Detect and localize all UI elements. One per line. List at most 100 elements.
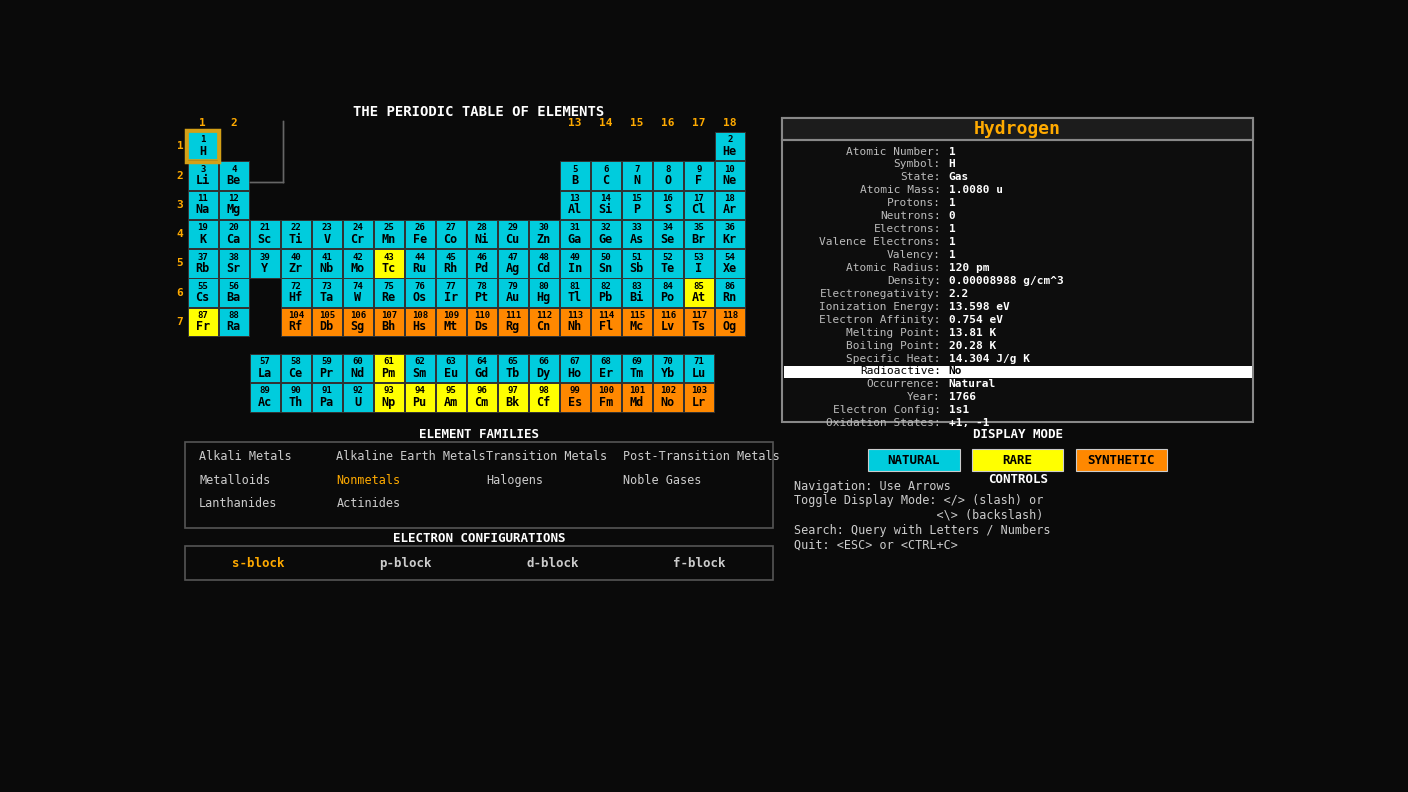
Text: 68: 68: [600, 357, 611, 366]
Bar: [466, 278, 497, 307]
Text: Symbol:: Symbol:: [894, 159, 941, 169]
Text: ELECTRON CONFIGURATIONS: ELECTRON CONFIGURATIONS: [393, 532, 565, 545]
Text: 32: 32: [600, 223, 611, 232]
Bar: [404, 278, 435, 307]
Text: THE PERIODIC TABLE OF ELEMENTS: THE PERIODIC TABLE OF ELEMENTS: [352, 105, 604, 119]
Text: Gd: Gd: [474, 367, 489, 379]
Bar: [972, 449, 1063, 470]
Text: Nd: Nd: [351, 367, 365, 379]
Bar: [1076, 449, 1167, 470]
Text: Mn: Mn: [382, 233, 396, 246]
Text: Noble Gases: Noble Gases: [624, 474, 701, 486]
Bar: [435, 354, 466, 383]
Text: 30: 30: [538, 223, 549, 232]
Text: f-block: f-block: [673, 557, 725, 569]
Text: 111: 111: [504, 311, 521, 320]
Bar: [466, 354, 497, 383]
Text: Alkaline Earth Metals: Alkaline Earth Metals: [337, 451, 486, 463]
Bar: [621, 278, 652, 307]
Bar: [528, 249, 559, 277]
Bar: [559, 219, 590, 248]
Text: 67: 67: [569, 357, 580, 366]
Text: 3: 3: [200, 165, 206, 173]
Text: Actinides: Actinides: [337, 497, 400, 509]
Text: 100: 100: [597, 386, 614, 395]
Bar: [684, 162, 714, 190]
Text: 1s1: 1s1: [949, 406, 969, 415]
Text: 1.0080 u: 1.0080 u: [949, 185, 1002, 196]
Text: 110: 110: [473, 311, 490, 320]
Text: 84: 84: [662, 282, 673, 291]
Text: Search: Query with Letters / Numbers: Search: Query with Letters / Numbers: [794, 524, 1050, 537]
Bar: [497, 383, 528, 412]
Bar: [528, 354, 559, 383]
Text: Occurrence:: Occurrence:: [867, 379, 941, 390]
Text: +1, -1: +1, -1: [949, 418, 990, 428]
Text: 35: 35: [693, 223, 704, 232]
Bar: [781, 118, 1253, 139]
Text: He: He: [722, 145, 736, 158]
Text: Fe: Fe: [413, 233, 427, 246]
Bar: [435, 219, 466, 248]
Text: 13: 13: [569, 194, 580, 203]
Text: Cf: Cf: [536, 396, 551, 409]
Bar: [404, 354, 435, 383]
Bar: [528, 383, 559, 412]
Text: In: In: [567, 262, 582, 275]
Text: Th: Th: [289, 396, 303, 409]
Text: 76: 76: [414, 282, 425, 291]
Text: 15: 15: [631, 194, 642, 203]
Text: P: P: [634, 204, 641, 216]
Text: Ar: Ar: [722, 204, 736, 216]
Text: 93: 93: [383, 386, 394, 395]
Text: 22: 22: [290, 223, 301, 232]
Text: Po: Po: [660, 291, 674, 304]
Text: 1: 1: [949, 237, 956, 247]
Bar: [187, 278, 218, 307]
Bar: [187, 249, 218, 277]
Text: 73: 73: [321, 282, 332, 291]
Text: 2: 2: [231, 118, 237, 128]
Text: 70: 70: [662, 357, 673, 366]
Text: Sc: Sc: [258, 233, 272, 246]
Text: 80: 80: [538, 282, 549, 291]
Text: Transition Metals: Transition Metals: [486, 451, 607, 463]
Text: 89: 89: [259, 386, 270, 395]
Bar: [590, 278, 621, 307]
Text: 21: 21: [259, 223, 270, 232]
Bar: [249, 383, 280, 412]
Text: 5: 5: [572, 165, 577, 173]
Text: DISPLAY MODE: DISPLAY MODE: [973, 428, 1063, 441]
Text: Hydrogen: Hydrogen: [974, 120, 1062, 138]
Text: Rg: Rg: [505, 321, 520, 333]
Text: Toggle Display Mode: </> (slash) or: Toggle Display Mode: </> (slash) or: [794, 494, 1043, 508]
Text: Ts: Ts: [691, 321, 705, 333]
Text: 9: 9: [696, 165, 701, 173]
Text: 112: 112: [535, 311, 552, 320]
Text: RARE: RARE: [1002, 454, 1032, 466]
Text: Si: Si: [598, 204, 612, 216]
Text: 4: 4: [231, 165, 237, 173]
Text: 36: 36: [724, 223, 735, 232]
Bar: [621, 383, 652, 412]
Text: 52: 52: [662, 253, 673, 261]
Bar: [435, 383, 466, 412]
Bar: [280, 278, 311, 307]
Text: Atomic Mass:: Atomic Mass:: [860, 185, 941, 196]
Text: Eu: Eu: [444, 367, 458, 379]
Text: S: S: [665, 204, 672, 216]
Bar: [280, 383, 311, 412]
Bar: [559, 383, 590, 412]
Text: Nh: Nh: [567, 321, 582, 333]
Bar: [404, 383, 435, 412]
Bar: [653, 278, 683, 307]
Text: Halogens: Halogens: [486, 474, 543, 486]
Bar: [249, 354, 280, 383]
Text: Sb: Sb: [629, 262, 643, 275]
Text: 34: 34: [662, 223, 673, 232]
Text: Natural: Natural: [949, 379, 995, 390]
Text: 95: 95: [445, 386, 456, 395]
Text: Np: Np: [382, 396, 396, 409]
Bar: [218, 307, 249, 336]
Text: 11: 11: [197, 194, 208, 203]
